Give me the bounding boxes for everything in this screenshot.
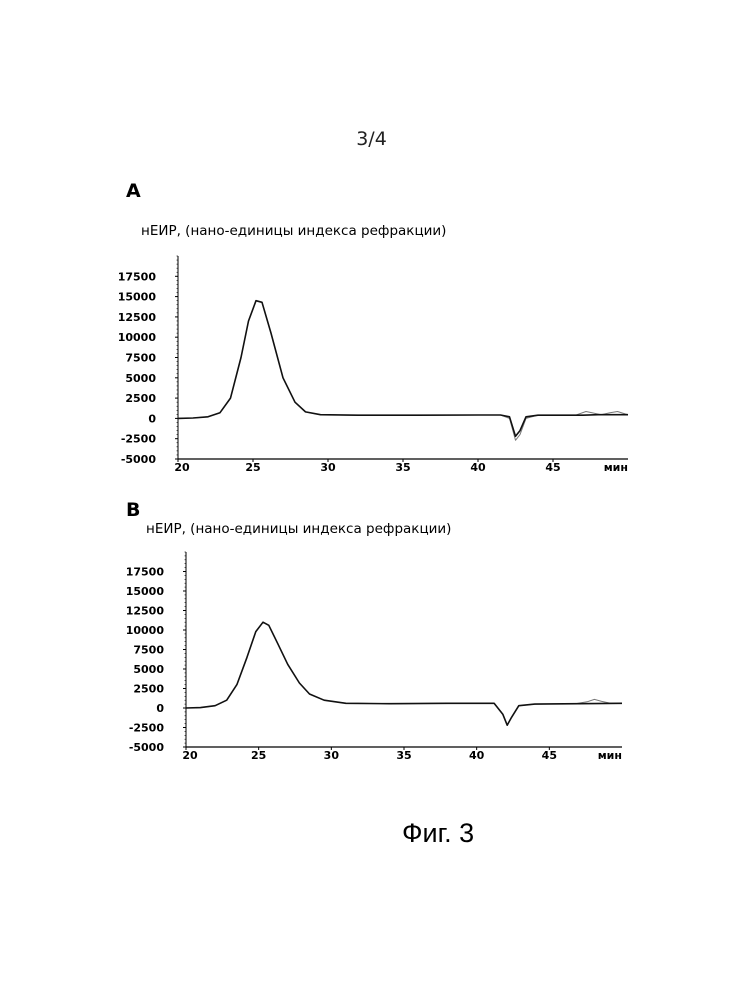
x-tick-label: 20 <box>174 461 190 474</box>
y-tick-label: -2500 <box>129 722 165 735</box>
y-tick-label: 0 <box>156 702 164 715</box>
y-tick-label: 12500 <box>126 605 165 618</box>
y-tick-label: 15000 <box>118 291 157 304</box>
y-tick-label: 17500 <box>126 566 165 579</box>
y-tick-label: 15000 <box>126 585 165 598</box>
x-tick-label: 30 <box>320 461 336 474</box>
y-tick-label: -5000 <box>121 453 157 466</box>
x-axis-label: мин <box>598 749 622 762</box>
chart-a: -5000 -2500 0 2500 5000 7500 10000 12500 15000 17… <box>118 255 629 474</box>
x-tick-label: 35 <box>395 461 410 474</box>
x-tick-label: 45 <box>545 461 560 474</box>
series-line <box>177 299 628 438</box>
y-tick-label: 10000 <box>118 331 157 344</box>
y-tick-label: 2500 <box>133 683 164 696</box>
x-tick-label: 30 <box>324 749 340 762</box>
y-tick-label: 7500 <box>133 644 164 657</box>
chart-b: -5000 -2500 0 2500 5000 7500 10000 12500 15000 17… <box>126 551 623 762</box>
y-tick-label: -5000 <box>129 741 165 754</box>
y-tick-label: 2500 <box>125 392 156 405</box>
panel-label-b: B <box>126 499 141 521</box>
page-number: 3/4 <box>356 128 387 150</box>
series-line <box>185 621 623 726</box>
y-axis-label-b: нЕИР, (нано-единицы индекса рефракции) <box>146 521 452 537</box>
x-axis-label: мин <box>604 461 628 474</box>
y-axis-label-a: нЕИР, (нано-единицы индекса рефракции) <box>141 223 447 239</box>
y-tick-label: 7500 <box>125 352 156 365</box>
x-tick-label: 40 <box>470 461 486 474</box>
y-tick-label: 0 <box>148 412 156 425</box>
y-tick-label: 5000 <box>125 372 156 385</box>
y-tick-label: -2500 <box>121 433 157 446</box>
x-tick-label: 45 <box>542 749 557 762</box>
series-line <box>185 621 622 726</box>
y-tick-label: 12500 <box>118 311 157 324</box>
figure-caption: Фиг. 3 <box>402 818 475 848</box>
series-line <box>177 300 629 441</box>
x-tick-label: 20 <box>182 749 198 762</box>
y-tick-label: 5000 <box>133 663 164 676</box>
panel-label-a: A <box>126 180 141 202</box>
x-tick-label: 25 <box>251 749 266 762</box>
x-tick-label: 25 <box>245 461 260 474</box>
y-tick-label: 10000 <box>126 624 165 637</box>
x-tick-label: 40 <box>469 749 485 762</box>
x-tick-label: 35 <box>396 749 411 762</box>
y-tick-label: 17500 <box>118 270 157 283</box>
